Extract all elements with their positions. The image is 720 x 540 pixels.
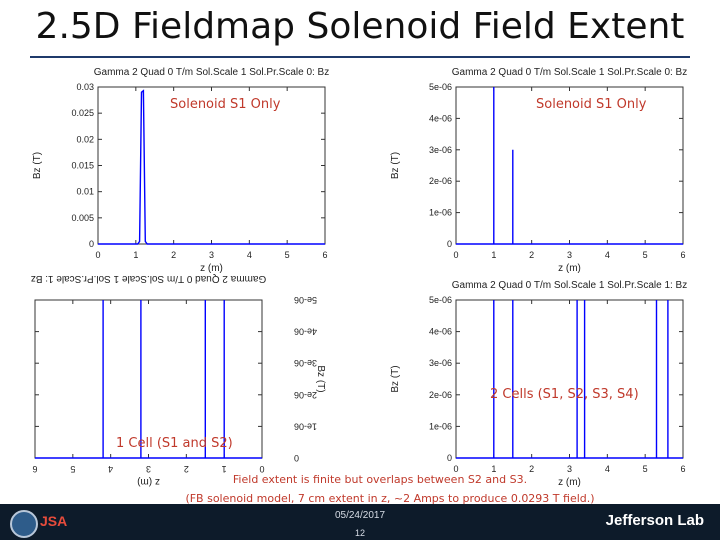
y-tick-label: 5e-06: [294, 295, 317, 305]
x-tick-label: 5: [643, 464, 648, 474]
series-line: [35, 300, 262, 459]
x-tick-label: 4: [605, 464, 610, 474]
series-line: [98, 89, 325, 245]
chart-title: Gamma 2 Quad 0 T/m Sol.Scale 1 Sol.Pr.Sc…: [94, 67, 329, 78]
x-tick-label: 3: [567, 464, 572, 474]
chart-title: Gamma 2 Quad 0 T/m Sol.Scale 1 Sol.Pr.Sc…: [452, 67, 687, 78]
y-tick-label: 3e-06: [429, 358, 452, 368]
y-tick-label: 1e-06: [429, 208, 452, 218]
x-axis-label: z (m): [558, 477, 581, 488]
x-tick-label: 3: [209, 250, 214, 260]
y-tick-label: 3e-06: [294, 358, 317, 368]
x-tick-label: 0: [453, 464, 458, 474]
x-tick-label: 5: [643, 250, 648, 260]
y-tick-label: 0.02: [76, 134, 94, 144]
chart-bottom-left: 0 1 2 3 4 5 6 0 1e-06 2e-06 3e-06 4e-06 5e-06 Gamma 2…: [31, 273, 326, 487]
annotation-top-left: Solenoid S1 Only: [170, 97, 281, 112]
y-tick-label: 1e-06: [429, 421, 452, 431]
chart-top-left: 0 1 2 3 4 5 6 0 0.005 0.01 0.015 0.02 0.025 0.03Gamma…: [32, 67, 329, 274]
x-tick-label: 3: [146, 464, 151, 474]
y-tick-label: 0: [447, 239, 452, 249]
footer-date: 05/24/2017: [334, 510, 386, 521]
y-axis-label: Bz (T): [390, 365, 401, 392]
y-tick-label: 0: [294, 453, 299, 463]
x-tick-label: 4: [605, 250, 610, 260]
x-tick-label: 0: [259, 464, 264, 474]
x-tick-label: 1: [133, 250, 138, 260]
x-tick-label: 2: [171, 250, 176, 260]
x-tick-label: 0: [453, 250, 458, 260]
x-tick-label: 6: [32, 464, 37, 474]
y-tick-label: 5e-06: [429, 82, 452, 92]
y-tick-label: 4e-06: [294, 327, 317, 337]
x-tick-label: 4: [247, 250, 252, 260]
footer-page-number: 12: [354, 528, 365, 538]
y-tick-label: 0.005: [71, 213, 94, 223]
footer-bar: JSA 05/24/2017 12 Jefferson Lab: [0, 504, 720, 540]
caption-line-1: Field extent is finite but overlaps betw…: [232, 473, 528, 486]
x-tick-label: 0: [95, 250, 100, 260]
chart-title: Gamma 2 Quad 0 T/m Sol.Scale 1 Sol.Pr.Sc…: [452, 280, 687, 291]
chart-title: Gamma 2 Quad 0 T/m Sol.Scale 1 Sol.Pr.Sc…: [31, 273, 266, 284]
x-tick-label: 5: [70, 464, 75, 474]
plot-frame: [97, 86, 326, 245]
x-tick-label: 6: [322, 250, 327, 260]
y-tick-label: 2e-06: [429, 390, 452, 400]
x-tick-label: 5: [285, 250, 290, 260]
y-tick-label: 3e-06: [429, 145, 452, 155]
x-tick-label: 1: [222, 464, 227, 474]
y-tick-label: 0: [89, 239, 94, 249]
y-axis-label: Bz (T): [32, 152, 43, 179]
x-axis-label: z (m): [137, 476, 160, 487]
jsa-logo: JSA: [40, 513, 68, 529]
series-line: [456, 87, 683, 245]
annotation-top-right: Solenoid S1 Only: [536, 97, 647, 112]
x-tick-label: 1: [491, 250, 496, 260]
y-tick-label: 5e-06: [429, 295, 452, 305]
y-tick-label: 0.01: [76, 187, 94, 197]
y-tick-label: 2e-06: [429, 176, 452, 186]
annotation-bottom-left: 1 Cell (S1 and S2): [116, 436, 233, 451]
y-tick-label: 4e-06: [429, 327, 452, 337]
doe-seal-icon: [10, 510, 38, 538]
x-tick-label: 6: [680, 464, 685, 474]
y-tick-label: 4e-06: [429, 113, 452, 123]
x-axis-label: z (m): [200, 263, 223, 274]
x-tick-label: 6: [680, 250, 685, 260]
x-tick-label: 2: [529, 250, 534, 260]
y-axis-label: Bz (T): [390, 152, 401, 179]
y-axis-label: Bz (T): [315, 365, 326, 392]
plot-frame: [34, 299, 263, 459]
caption-line-2: (FB solenoid model, 7 cm extent in z, ~2…: [185, 492, 595, 505]
x-tick-label: 3: [567, 250, 572, 260]
slide-title: 2.5D Fieldmap Solenoid Field Extent: [35, 6, 685, 47]
plot-frame: [455, 299, 684, 459]
y-tick-label: 0.03: [76, 82, 94, 92]
title-divider: [30, 56, 690, 58]
x-tick-label: 2: [529, 464, 534, 474]
y-tick-label: 0.025: [71, 108, 94, 118]
y-tick-label: 2e-06: [294, 390, 317, 400]
x-tick-label: 2: [184, 464, 189, 474]
series-line: [456, 300, 683, 459]
y-tick-label: 0.015: [71, 161, 94, 171]
x-axis-label: z (m): [558, 263, 581, 274]
y-tick-label: 1e-06: [294, 421, 317, 431]
annotation-bottom-right: 2 Cells (S1, S2, S3, S4): [490, 387, 639, 402]
jefferson-lab-logo: Jefferson Lab: [605, 512, 704, 529]
y-tick-label: 0: [447, 453, 452, 463]
x-tick-label: 4: [108, 464, 113, 474]
x-tick-label: 1: [491, 464, 496, 474]
